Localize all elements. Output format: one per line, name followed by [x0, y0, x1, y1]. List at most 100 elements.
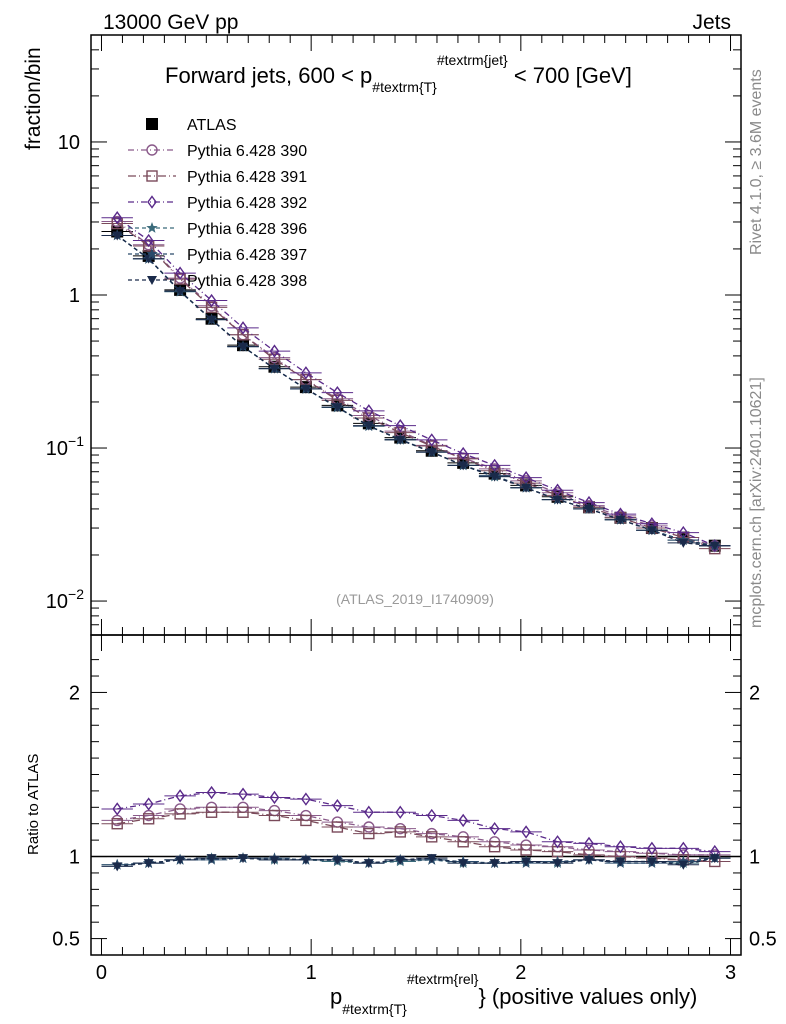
point-p398	[615, 857, 626, 867]
point-p390	[363, 821, 375, 833]
point-p392	[269, 344, 280, 358]
point-p392	[332, 385, 343, 400]
point-p391	[205, 806, 218, 818]
point-p392	[426, 808, 437, 823]
point-p398	[678, 538, 689, 548]
point-p398	[521, 857, 532, 867]
point-p398	[521, 483, 532, 493]
point-p398	[238, 854, 249, 864]
series-line-p392	[116, 217, 716, 547]
legend-marker-p398	[147, 276, 157, 285]
point-p392	[584, 836, 594, 851]
point-p392	[647, 841, 657, 856]
ratio-series-group	[101, 785, 731, 872]
point-p398	[426, 854, 437, 864]
point-p392	[206, 293, 217, 308]
point-p398	[332, 403, 343, 413]
point-p398	[238, 342, 249, 352]
ratio-y-tick-label-right: 0.5	[749, 929, 777, 951]
point-p398	[395, 435, 406, 445]
point-p392	[238, 787, 248, 801]
point-p391	[488, 840, 501, 853]
point-p391	[457, 836, 469, 848]
legend-marker-p397	[146, 248, 158, 259]
point-p392	[112, 210, 123, 225]
point-p398	[583, 855, 594, 865]
ratio-y-tick-label-left: 0.5	[52, 929, 80, 951]
point-p398	[206, 315, 217, 325]
point-p392	[458, 813, 469, 828]
point-p392	[426, 433, 437, 447]
point-p391	[237, 329, 249, 341]
series-line-p390	[116, 220, 715, 547]
header-left: 13000 GeV pp	[103, 11, 238, 34]
point-p392	[615, 840, 626, 854]
point-p391	[205, 301, 218, 314]
point-p392	[301, 366, 311, 380]
point-p392	[238, 321, 248, 335]
point-p398	[426, 448, 437, 458]
y-tick-label: 10	[58, 132, 80, 154]
main-y-ticks: 10 1 10−1 10−2	[46, 34, 741, 636]
point-p392	[363, 404, 374, 418]
point-p392	[395, 418, 406, 433]
point-p398	[458, 461, 469, 471]
point-p398	[709, 541, 720, 551]
point-p398	[269, 364, 280, 374]
point-p392	[269, 790, 280, 805]
legend: ATLAS Pythia 6.428 390 Pythia 6.428 391 Pyt…	[128, 117, 307, 290]
point-p392	[332, 798, 343, 813]
point-p391	[268, 809, 281, 822]
point-p398	[646, 526, 657, 536]
main-x-ticks	[100, 35, 732, 635]
point-p398	[363, 859, 374, 869]
point-p392	[458, 446, 469, 461]
point-p391	[520, 844, 532, 856]
rivet-label: Rivet 4.1.0, ≥ 3.6M events	[748, 69, 765, 255]
point-p392	[143, 797, 154, 811]
legend-marker-p392	[147, 195, 157, 209]
point-p398	[646, 857, 657, 867]
y-tick-label: 1	[69, 285, 80, 307]
point-p398	[269, 855, 280, 865]
point-p398	[552, 495, 563, 505]
point-p398	[175, 855, 186, 865]
legend-marker-p390	[146, 144, 158, 156]
mcplots-label: mcplots.cern.ch [arXiv:2401.10621]	[748, 377, 765, 628]
series-line-p398	[116, 234, 715, 547]
point-p392	[143, 233, 154, 248]
point-p391	[111, 217, 123, 230]
point-p391	[142, 813, 155, 825]
point-p391	[331, 821, 344, 833]
point-p391	[111, 818, 123, 830]
point-p392	[112, 802, 123, 816]
legend-label-data: ATLAS	[187, 117, 237, 134]
y-tick-label: 10−1	[46, 433, 84, 460]
point-p398	[363, 421, 374, 431]
point-p392	[395, 805, 406, 819]
point-p398	[583, 504, 594, 514]
point-p398	[489, 472, 500, 482]
point-p392	[489, 821, 500, 836]
point-p398	[709, 854, 720, 864]
point-p398	[458, 859, 469, 869]
header-right: Jets	[692, 11, 731, 34]
analysis-watermark: (ATLAS_2019_I1740909)	[336, 591, 494, 607]
point-p392	[552, 835, 563, 849]
point-p391	[300, 814, 312, 827]
point-p392	[175, 789, 185, 803]
ratio-y-tick-label-right: 2	[749, 682, 760, 704]
x-axis-label: p#textrm{T}#textrm{rel}} (positive value…	[330, 971, 697, 1017]
ratio-y-tick-label-left: 1	[69, 847, 80, 869]
legend-marker-data	[146, 118, 158, 130]
legend-marker-p396	[146, 222, 158, 233]
ratio-y-ticks: 0.5 0.5 1 1 2 2	[52, 659, 777, 951]
series-line-p392	[117, 791, 715, 853]
legend-label-p390: Pythia 6.428 390	[187, 143, 307, 160]
ratio-y-tick-label-left: 2	[69, 682, 80, 704]
point-p392	[521, 825, 531, 839]
point-p391	[426, 831, 438, 843]
point-p398	[300, 384, 311, 394]
point-p398	[678, 860, 689, 870]
